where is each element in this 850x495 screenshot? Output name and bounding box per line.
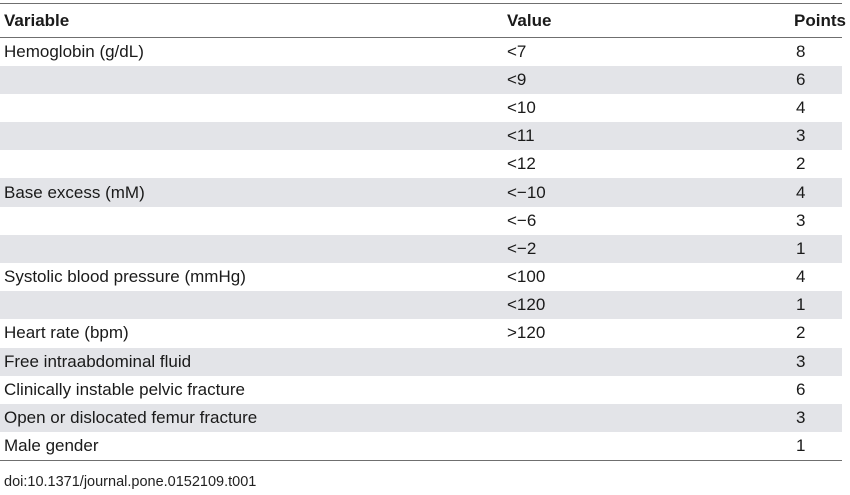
- cell-value: <10: [507, 97, 536, 117]
- header-row: Variable Value Points: [0, 3, 846, 38]
- table-row: Free intraabdominal fluid 3: [0, 347, 842, 376]
- cell-value: <9: [507, 69, 527, 89]
- table-row: Heart rate (bpm) >120 2: [0, 319, 842, 347]
- table-row: Systolic blood pressure (mmHg) <100 4: [0, 263, 842, 291]
- cell-points: 1: [796, 435, 806, 455]
- cell-points: 3: [796, 210, 806, 230]
- cell-points: 4: [796, 182, 806, 202]
- cell-points: 2: [796, 154, 806, 174]
- cell-variable: Free intraabdominal fluid: [4, 351, 192, 371]
- cell-points: 6: [796, 379, 806, 399]
- cell-value: <120: [507, 295, 546, 315]
- cell-variable: [0, 66, 503, 94]
- cell-value: [503, 348, 790, 376]
- cell-value: <−10: [507, 182, 546, 202]
- header-points: Points: [794, 10, 846, 30]
- cell-points: 1: [796, 238, 806, 258]
- table-body: Hemoglobin (g/dL) <7 8 <9 6 <10 4 <11 3 <12 2 Base …: [0, 38, 842, 461]
- cell-value: <11: [507, 126, 535, 146]
- table-row: Base excess (mM) <−10 4: [0, 178, 842, 207]
- cell-variable: Clinically instable pelvic fracture: [4, 379, 245, 399]
- cell-variable: [0, 150, 503, 178]
- cell-value: <−2: [507, 238, 537, 258]
- cell-value: <100: [507, 267, 546, 287]
- table-row: <12 2: [0, 150, 842, 178]
- cell-variable: Hemoglobin (g/dL): [4, 41, 144, 61]
- header-value: Value: [507, 10, 552, 30]
- table-row: <11 3: [0, 122, 842, 151]
- table-row: <9 6: [0, 65, 842, 94]
- table-row: <10 4: [0, 94, 842, 122]
- cell-variable: [0, 291, 503, 319]
- header-variable: Variable: [4, 10, 70, 30]
- cell-variable: [0, 207, 503, 235]
- cell-variable: [0, 235, 503, 263]
- cell-points: 4: [796, 97, 806, 117]
- cell-points: 8: [796, 41, 806, 61]
- table-row: Male gender 1: [0, 432, 842, 461]
- table-header: Variable Value Points: [0, 3, 846, 38]
- cell-variable: Heart rate (bpm): [4, 323, 129, 343]
- cell-variable: [0, 122, 503, 150]
- cell-variable: [0, 94, 503, 122]
- table-row: Open or dislocated femur fracture 3: [0, 403, 842, 433]
- cell-points: 2: [796, 323, 806, 343]
- cell-value: <−6: [507, 210, 537, 230]
- table-row: Hemoglobin (g/dL) <7 8: [0, 38, 842, 66]
- cell-variable: Systolic blood pressure (mmHg): [4, 267, 246, 287]
- table-row: <−2 1: [0, 234, 842, 263]
- table-row: <120 1: [0, 291, 842, 320]
- cell-points: 3: [796, 351, 806, 371]
- cell-variable: Open or dislocated femur fracture: [4, 408, 258, 428]
- cell-points: 3: [796, 408, 806, 428]
- cell-value: [503, 376, 790, 404]
- cell-variable: Male gender: [4, 435, 99, 455]
- table-row: <−6 3: [0, 207, 842, 235]
- doi-caption: doi:10.1371/journal.pone.0152109.t001: [4, 474, 257, 490]
- cell-value: <12: [507, 154, 536, 174]
- cell-points: 1: [796, 295, 806, 315]
- cell-variable: Base excess (mM): [4, 182, 145, 202]
- table-row: Clinically instable pelvic fracture 6: [0, 376, 842, 404]
- cell-value: >120: [507, 323, 546, 343]
- cell-points: 3: [796, 126, 806, 146]
- cell-points: 4: [796, 267, 806, 287]
- cell-value: [503, 404, 790, 432]
- cell-value: <7: [507, 41, 527, 61]
- score-table: Variable Value Points Hemoglobin (g/dL) <…: [0, 3, 846, 461]
- cell-points: 6: [796, 69, 806, 89]
- cell-value: [503, 432, 790, 460]
